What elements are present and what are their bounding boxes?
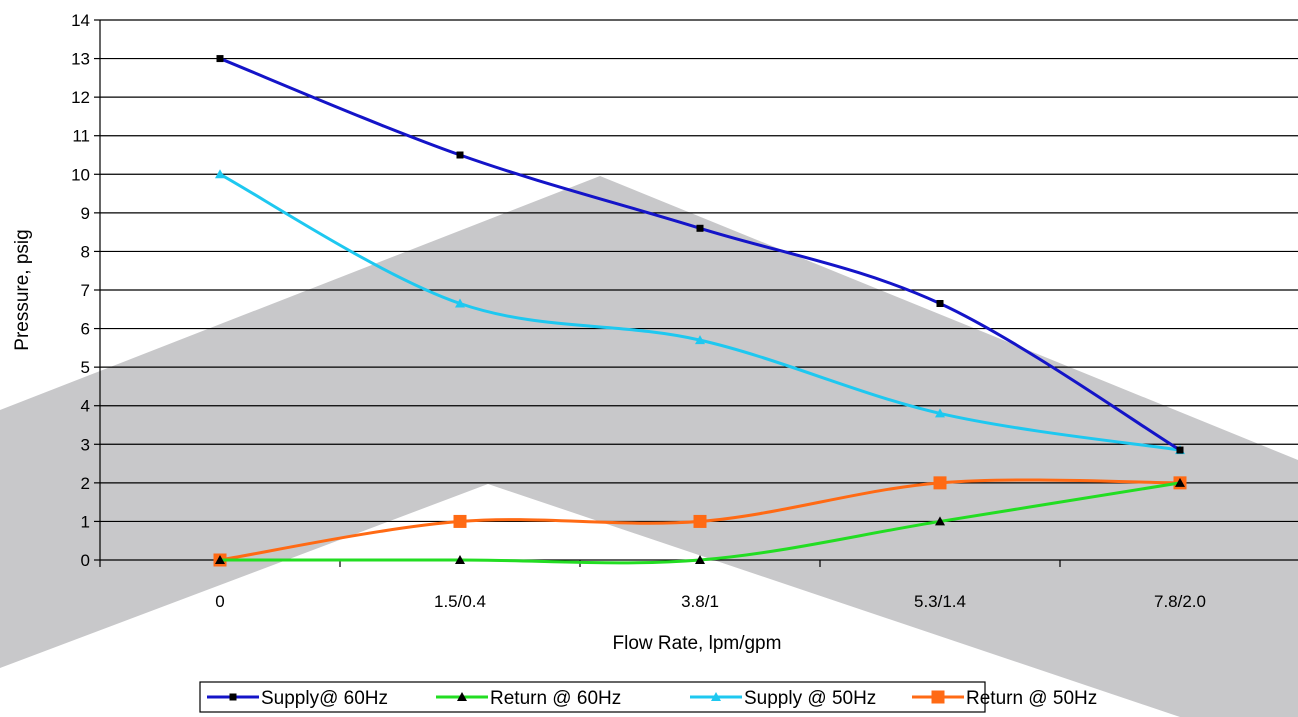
y-tick-label: 11 [72, 127, 90, 146]
x-tick-label: 3.8/1 [681, 592, 719, 611]
y-tick-label: 2 [81, 474, 90, 493]
legend-marker [229, 693, 237, 701]
data-point [695, 555, 705, 564]
data-point [215, 169, 225, 179]
data-point [935, 516, 945, 526]
x-axis-title: Flow Rate, lpm/gpm [613, 633, 782, 654]
data-point [695, 335, 705, 345]
y-tick-label: 7 [81, 281, 90, 300]
series-layer [213, 55, 1187, 567]
x-tick-label: 0 [215, 592, 224, 611]
legend-marker [711, 692, 721, 701]
x-tick-label: 7.8/2.0 [1154, 592, 1206, 611]
y-tick-label: 13 [71, 50, 90, 69]
legend-box [199, 681, 986, 713]
y-tick-label: 3 [81, 435, 90, 454]
legend: Supply@ 60Hz Return @ 60Hz Supply @ 50Hz Re… [199, 681, 1097, 713]
x-tick-label: 5.3/1.4 [914, 592, 966, 611]
y-tick-label: 14 [71, 11, 90, 30]
y-tick-label: 1 [81, 512, 90, 531]
data-point [693, 514, 707, 528]
y-tick-label: 4 [81, 397, 90, 416]
y-tick-label: 6 [81, 320, 90, 339]
y-tick-label: 12 [71, 88, 90, 107]
data-point [216, 55, 224, 63]
legend-item: Supply@ 60Hz [207, 688, 388, 709]
legend-label: Supply@ 60Hz [261, 688, 388, 709]
series-0 [216, 55, 1184, 454]
data-point [696, 224, 704, 232]
data-point [935, 408, 945, 418]
y-axis-title: Pressure, psig [12, 229, 33, 350]
data-point [933, 476, 947, 490]
legend-item: Return @ 50Hz [912, 688, 1097, 709]
y-tick-label: 10 [71, 165, 90, 184]
watermark-shape [0, 176, 1298, 717]
legend-label: Supply @ 50Hz [744, 688, 876, 709]
data-point [936, 300, 944, 307]
y-tick-label: 8 [81, 242, 90, 261]
x-tick-label: 1.5/0.4 [434, 592, 486, 611]
legend-label: Return @ 60Hz [490, 688, 621, 709]
data-point [456, 151, 464, 159]
legend-item: Return @ 60Hz [436, 688, 621, 709]
data-point [455, 555, 465, 564]
legend-marker [931, 690, 945, 704]
gridlines [100, 19, 1298, 523]
legend-item: Supply @ 50Hz [690, 688, 876, 709]
data-point [1175, 477, 1185, 487]
legend-marker [457, 692, 467, 701]
data-point [215, 555, 225, 564]
y-tick-label: 9 [81, 204, 90, 223]
series-1 [215, 477, 1185, 565]
y-tick-label: 5 [81, 358, 90, 377]
data-point [455, 298, 465, 308]
y-tick-label: 0 [81, 551, 90, 570]
data-point [1176, 446, 1184, 454]
data-point [453, 514, 467, 528]
legend-label: Return @ 50Hz [966, 688, 1097, 709]
